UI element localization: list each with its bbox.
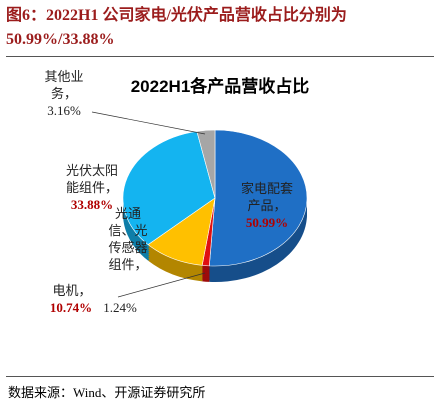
data-label-name: 家电配套产品， (240, 181, 293, 213)
data-label-value: 10.74% (49, 300, 93, 315)
data-label-value: 50.99% (245, 215, 289, 230)
data-label-name: 光通信、光传感器组件， (108, 206, 148, 272)
data-label-value: 33.88% (70, 197, 114, 212)
leader-line (117, 272, 206, 298)
data-label-name: 其他业务， (44, 69, 84, 101)
slice (196, 129, 216, 199)
rule (6, 56, 434, 57)
data-label-name: 电机， (52, 283, 92, 298)
slice (208, 129, 308, 267)
slice (122, 130, 216, 246)
data-label-name: 光伏太阳能组件， (65, 163, 118, 195)
data-label-value: 1.24% (103, 300, 137, 315)
source: 数据来源：Wind、开源证券研究所 (8, 385, 206, 400)
chart-title: 2022H1各产品营收占比 (130, 77, 310, 96)
data-label-value: 3.16% (47, 103, 81, 118)
leader-line (91, 111, 206, 135)
rule (6, 376, 434, 377)
figure-title: 图6：2022H1 公司家电/光伏产品营收占比分别为50.99%/33.88% (6, 7, 347, 48)
